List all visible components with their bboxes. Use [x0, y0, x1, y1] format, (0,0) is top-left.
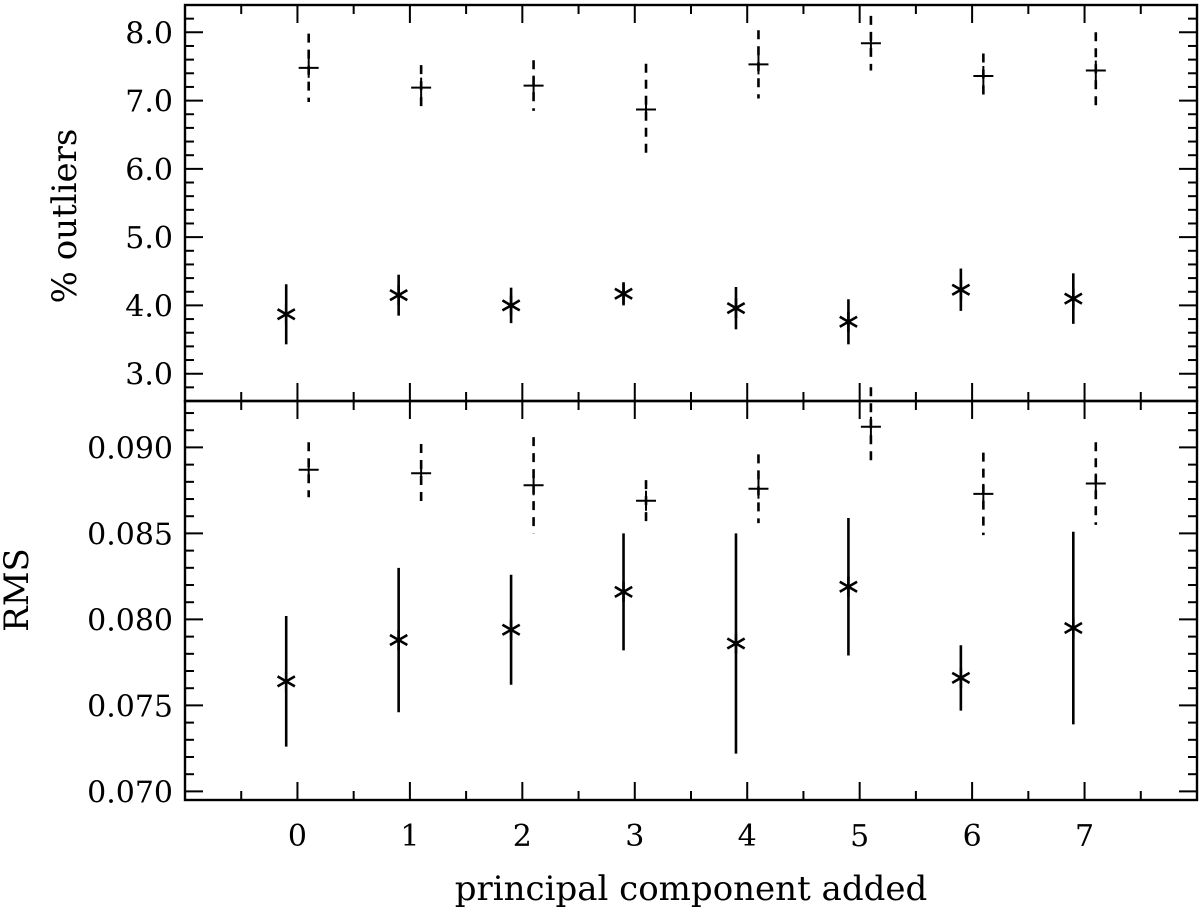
bottom-point-asterisk: [839, 576, 858, 597]
top-y-tick-label: 7.0: [125, 85, 173, 120]
bottom-y-tick-label: 0.070: [87, 775, 173, 810]
top-y-tick-label: 4.0: [125, 289, 173, 324]
x-tick-label: 7: [1075, 819, 1094, 854]
bottom-point-asterisk: [1064, 618, 1083, 639]
bottom-point-plus: [748, 478, 769, 499]
bottom-y-tick-label: 0.085: [87, 517, 173, 552]
top-point-plus: [973, 66, 994, 87]
top-panel-outliers: 3.0 4.0 5.0 6.0 7.0 8.0: [125, 3, 1199, 403]
bottom-axes-frame: [183, 399, 1199, 802]
top-point-asterisk: [726, 298, 746, 319]
top-point-asterisk: [1064, 288, 1083, 309]
bottom-point-asterisk: [276, 671, 296, 692]
bottom-y-axis-label: RMS: [0, 548, 37, 632]
top-point-asterisk: [501, 295, 521, 316]
bottom-point-asterisk: [389, 630, 408, 651]
top-y-tick-label: 3.0: [125, 358, 173, 393]
top-point-asterisk: [276, 304, 296, 325]
bottom-point-plus: [523, 475, 544, 496]
top-y-tick-label: 6.0: [125, 153, 173, 188]
top-point-plus: [523, 75, 544, 96]
top-y-axis-label: % outliers: [45, 129, 85, 304]
top-point-plus: [1085, 60, 1106, 81]
x-tick-label: 2: [513, 819, 532, 854]
bottom-point-plus: [973, 483, 994, 504]
top-point-asterisk: [951, 279, 971, 300]
top-point-plus: [411, 77, 432, 98]
top-point-plus: [636, 99, 657, 120]
top-point-asterisk: [839, 311, 858, 332]
top-point-plus: [860, 33, 881, 54]
top-y-tick-label: 5.0: [125, 221, 173, 256]
x-tick-label: 4: [738, 819, 757, 854]
x-tick-labels: 0 1 2 3 4 5 6 7: [288, 819, 1094, 854]
bottom-point-asterisk: [614, 581, 633, 602]
bottom-point-plus: [411, 463, 432, 484]
top-y-tick-label: 8.0: [125, 16, 173, 51]
bottom-y-tick-label: 0.080: [87, 603, 173, 638]
top-axes-frame: [183, 3, 1199, 403]
top-point-plus: [298, 57, 319, 78]
bottom-point-asterisk: [501, 619, 521, 640]
x-tick-label: 6: [963, 819, 982, 854]
bottom-y-tick-label: 0.090: [87, 431, 173, 466]
top-point-asterisk: [389, 285, 408, 306]
bottom-point-asterisk: [951, 667, 971, 688]
bottom-point-plus: [1085, 473, 1106, 494]
x-tick-label: 0: [288, 819, 307, 854]
x-axis-label: principal component added: [455, 869, 927, 909]
top-point-plus: [748, 54, 769, 75]
bottom-y-tick-label: 0.075: [87, 689, 173, 724]
bottom-panel-rms: 0.070 0.075 0.080 0.085 0.090: [87, 387, 1199, 810]
bottom-point-plus: [298, 459, 319, 480]
x-tick-label: 3: [625, 819, 644, 854]
top-point-asterisk: [614, 283, 633, 304]
bottom-point-plus: [636, 490, 657, 511]
bottom-point-plus: [860, 416, 881, 437]
bottom-point-asterisk: [726, 633, 746, 654]
x-tick-label: 1: [400, 819, 419, 854]
x-tick-label: 5: [850, 819, 869, 854]
